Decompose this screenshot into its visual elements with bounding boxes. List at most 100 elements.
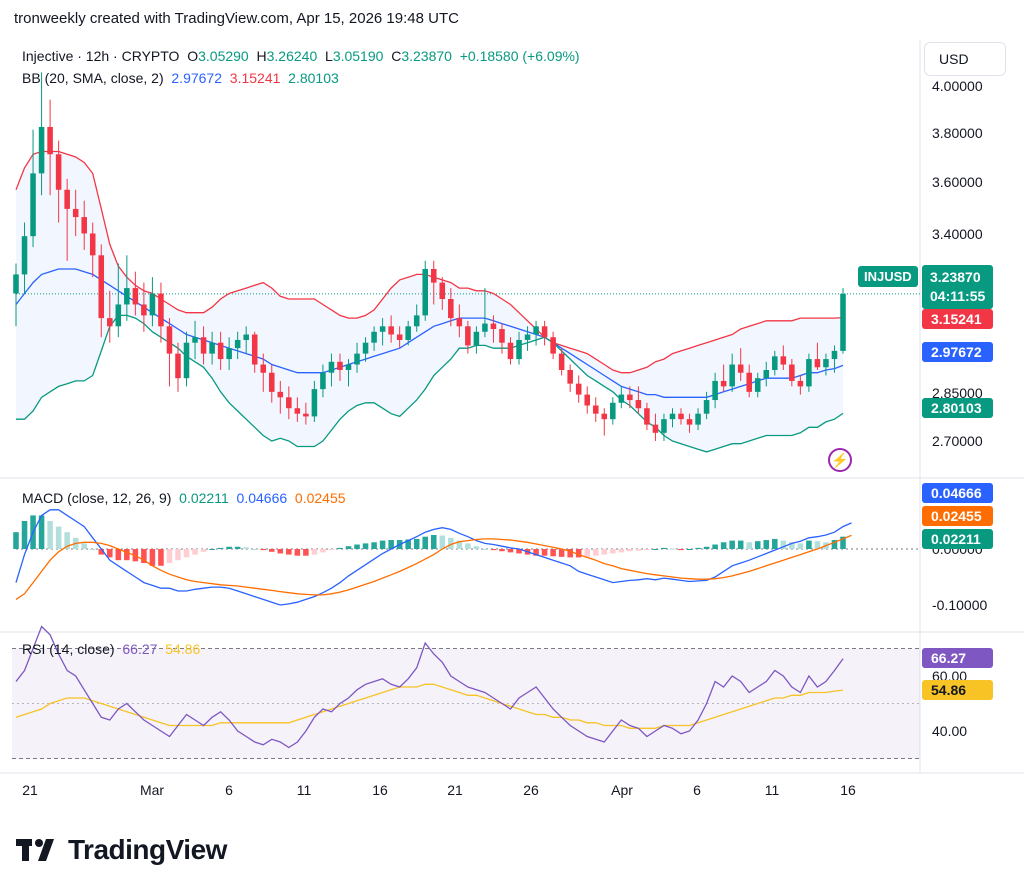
candle-body <box>627 394 633 401</box>
macd-histogram-bar <box>635 549 642 551</box>
bb-lower-line <box>16 314 844 453</box>
macd-histogram-bar <box>345 546 352 549</box>
bb-basis-tag: 2.97672 <box>922 342 993 362</box>
candle-body <box>669 413 676 420</box>
macd-histogram-bar <box>47 521 53 549</box>
candle-body <box>644 408 650 425</box>
candle-body <box>661 419 667 433</box>
candle-body <box>746 372 752 392</box>
macd-hist-value: 0.02211 <box>179 490 229 506</box>
brand-name: TradingView <box>68 834 227 865</box>
macd-histogram-bar <box>115 549 122 561</box>
rsi-pane <box>15 625 844 749</box>
candle-body <box>81 217 87 234</box>
macd-histogram-bar <box>354 544 360 549</box>
candle-body <box>567 370 573 384</box>
price-axis-label: 3.60000 <box>932 174 983 190</box>
candle-body <box>47 126 53 155</box>
macd-histogram-bar <box>567 549 573 558</box>
macd-histogram-bar <box>371 542 377 549</box>
candle-body <box>243 334 249 340</box>
close-label: C <box>391 48 402 64</box>
macd-histogram-bar <box>107 549 113 558</box>
time-axis-label: 6 <box>225 782 233 798</box>
macd-histogram-bar <box>754 541 761 549</box>
time-axis-label: Apr <box>611 782 633 798</box>
macd-histogram-bar <box>192 549 198 555</box>
candle-body <box>499 329 505 343</box>
macd-histogram-bar <box>286 549 292 555</box>
rsi-ma-line <box>15 683 844 729</box>
macd-value: 0.04666 <box>236 490 288 506</box>
candle-body <box>64 189 70 209</box>
macd-histogram-bar <box>720 542 727 549</box>
macd-histogram-bar <box>226 546 232 549</box>
macd-histogram-bar <box>388 540 394 549</box>
macd-histogram-bar <box>610 549 616 554</box>
candle-body <box>405 326 411 340</box>
currency-button[interactable]: USD <box>924 42 1006 76</box>
candle-body <box>89 233 96 256</box>
candle-body <box>601 413 608 420</box>
candle-body <box>592 405 599 414</box>
candle-body <box>354 353 360 365</box>
candle-body <box>439 282 446 299</box>
candle-body <box>635 400 642 409</box>
low-value: 3.05190 <box>332 48 384 64</box>
rsi-ma-tag: 54.86 <box>922 680 993 700</box>
macd-histogram-bar <box>831 540 838 549</box>
macd-histogram-bar <box>303 549 309 556</box>
macd-signal-tag: 0.02455 <box>922 506 993 526</box>
candle-body <box>217 342 224 360</box>
macd-histogram-bar <box>311 549 318 555</box>
macd-histogram-bar <box>575 549 582 558</box>
macd-histogram-bar <box>499 549 505 552</box>
close-value: 3.23870 <box>401 48 452 64</box>
macd-histogram-bar <box>550 549 556 557</box>
macd-histogram-bar <box>507 549 514 553</box>
candle-body <box>209 342 215 354</box>
macd-histogram-bar <box>703 546 710 549</box>
candle-body <box>814 359 821 368</box>
candle-body <box>371 331 377 343</box>
macd-histogram-bar <box>644 549 650 551</box>
candle-body <box>780 356 787 365</box>
candle-body <box>729 364 735 387</box>
candle-body <box>38 126 45 174</box>
candle-body <box>695 413 701 425</box>
macd-histogram-bar <box>601 549 608 555</box>
macd-histogram-bar <box>439 535 446 549</box>
candle-body <box>72 208 79 218</box>
open-value: 3.05290 <box>198 48 249 64</box>
macd-histogram-bar <box>55 526 62 549</box>
macd-histogram-bar <box>592 549 599 556</box>
macd-pane <box>13 509 852 606</box>
candle-body <box>13 274 19 294</box>
candle-body <box>30 173 36 237</box>
bb-label: BB (20, SMA, close, 2) <box>22 70 164 86</box>
candle-body <box>456 318 463 327</box>
candle-body <box>430 268 437 283</box>
candle-body <box>610 402 616 420</box>
macd-histogram-bar <box>618 549 625 553</box>
candle-body <box>311 389 318 417</box>
macd-histogram-bar <box>89 549 96 550</box>
macd-histogram-bar <box>413 538 420 549</box>
macd-histogram-bar <box>490 549 497 551</box>
macd-histogram-bar <box>277 549 284 554</box>
macd-histogram-bar <box>686 549 693 550</box>
macd-histogram-bar <box>516 549 522 554</box>
candle-body <box>473 331 480 346</box>
macd-tag: 0.04666 <box>922 483 993 503</box>
macd-histogram-bar <box>695 547 701 549</box>
bb-lower-tag: 2.80103 <box>922 398 993 418</box>
candle-body <box>345 364 352 370</box>
macd-histogram-bar <box>234 546 241 549</box>
macd-histogram-bar <box>362 543 369 549</box>
candle-body <box>175 353 181 379</box>
candle-body <box>575 383 582 395</box>
candle-body <box>516 339 522 360</box>
lightning-icon[interactable]: ⚡ <box>828 448 852 472</box>
ohlc-legend: Injective · 12h · CRYPTO O3.05290 H3.262… <box>22 48 580 64</box>
